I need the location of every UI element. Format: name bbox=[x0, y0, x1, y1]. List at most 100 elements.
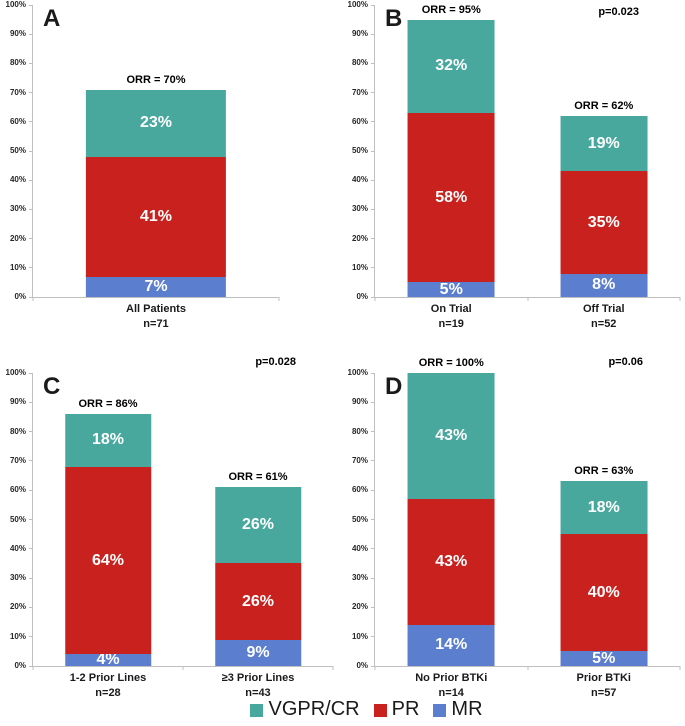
p-value-label: p=0.028 bbox=[255, 356, 296, 368]
plot-area: D 0% 10% 20% 30% 40% 50% 60% 70% 80% 90% 100% 14% 4… bbox=[348, 357, 681, 699]
y-tick-mark bbox=[371, 636, 375, 638]
y-tick-mark bbox=[371, 431, 375, 433]
y-tick-mark bbox=[29, 62, 33, 64]
panel-A: A 0% 10% 20% 30% 40% 50% 60% 70% 80% 90% 100% 7% 41… bbox=[0, 0, 342, 338]
y-tick-label: 90% bbox=[9, 29, 26, 39]
legend-label: VGPR/CR bbox=[268, 698, 360, 720]
bars-container: 7% 41% 23% ORR = 70% bbox=[33, 5, 279, 297]
orr-label: ORR = 61% bbox=[228, 471, 288, 484]
y-tick-label: 70% bbox=[9, 87, 26, 97]
bar-segment-value: 32% bbox=[435, 57, 468, 75]
y-tick-label: 70% bbox=[351, 87, 368, 97]
x-tick-mark bbox=[32, 297, 34, 301]
x-tick-mark bbox=[679, 666, 681, 670]
y-tick-label: 20% bbox=[9, 602, 26, 612]
bar-segment-vgpr-cr: 43% bbox=[407, 373, 495, 499]
category-label: On Trial bbox=[430, 303, 472, 315]
bar-segment-vgpr-cr: 18% bbox=[560, 481, 648, 535]
bar-segment-value: 4% bbox=[96, 651, 120, 669]
x-axis-labels: All Patients n=71 bbox=[33, 302, 279, 332]
bar-segment-mr: 9% bbox=[215, 639, 301, 666]
x-tick-mark bbox=[679, 297, 681, 301]
y-tick-label: 40% bbox=[351, 175, 368, 185]
bar-segment-mr: 5% bbox=[407, 280, 495, 298]
p-value-label: p=0.023 bbox=[598, 6, 639, 18]
y-tick-mark bbox=[371, 150, 375, 152]
y-tick-label: 20% bbox=[351, 233, 368, 243]
y-tick-label: 60% bbox=[9, 485, 26, 495]
bar-segment-value: 64% bbox=[91, 551, 125, 569]
y-tick-mark bbox=[29, 372, 33, 374]
n-label: n=19 bbox=[438, 318, 464, 330]
y-tick-label: 30% bbox=[351, 204, 368, 214]
bar-stack: 4% 64% 18% bbox=[65, 373, 151, 669]
bar-segment-value: 40% bbox=[587, 583, 620, 601]
y-tick-mark bbox=[29, 238, 33, 240]
y-tick-mark bbox=[371, 238, 375, 240]
y-tick-mark bbox=[29, 401, 33, 403]
bars-container: 5% 58% 32% ORR = 95% 8% 35% 19% ORR = 62% bbox=[375, 4, 681, 298]
bar-segment-value: 19% bbox=[587, 134, 620, 152]
y-tick-label: 30% bbox=[9, 204, 26, 214]
legend-swatch-mr bbox=[433, 703, 447, 717]
bar-segment-pr: 64% bbox=[65, 466, 151, 655]
y-tick-mark bbox=[29, 577, 33, 579]
y-tick-label: 60% bbox=[351, 116, 368, 126]
bar-segment-value: 7% bbox=[144, 277, 168, 295]
bar-segment-value: 14% bbox=[435, 636, 468, 654]
y-tick-label: 80% bbox=[9, 58, 26, 68]
bar-segment-vgpr-cr: 23% bbox=[85, 89, 227, 157]
x-axis-category: On Trial n=19 bbox=[375, 302, 528, 332]
legend: VGPR/CR PR MR bbox=[24, 696, 685, 722]
panel-letter: A bbox=[43, 5, 61, 32]
y-tick-label: 0% bbox=[14, 661, 26, 670]
bar-segment-pr: 58% bbox=[407, 113, 495, 283]
y-tick-label: 20% bbox=[351, 602, 368, 612]
x-tick-mark bbox=[527, 666, 528, 670]
bar-segment-mr: 4% bbox=[65, 651, 151, 669]
y-tick-mark bbox=[371, 372, 375, 374]
y-tick-mark bbox=[371, 62, 375, 64]
x-tick-mark bbox=[278, 297, 280, 301]
bar-segment-vgpr-cr: 19% bbox=[560, 115, 648, 172]
bar-segment-pr: 40% bbox=[560, 534, 648, 652]
y-tick-mark bbox=[29, 431, 33, 433]
bar-slot: 8% 35% 19% ORR = 62% bbox=[528, 5, 681, 297]
x-axis-category: All Patients n=71 bbox=[33, 302, 279, 332]
bar-slot: 4% 64% 18% ORR = 86% bbox=[33, 373, 183, 669]
y-tick-label: 10% bbox=[9, 631, 26, 641]
bar-slot: 5% 58% 32% ORR = 95% bbox=[375, 4, 528, 298]
bar-segment-value: 5% bbox=[439, 280, 463, 298]
bar-slot: 5% 40% 18% ORR = 63% bbox=[528, 373, 681, 666]
n-label: n=14 bbox=[438, 687, 464, 699]
legend-label: MR bbox=[451, 698, 483, 720]
panel-letter: C bbox=[43, 373, 61, 400]
y-tick-label: 60% bbox=[351, 485, 368, 495]
y-tick-mark bbox=[29, 92, 33, 94]
y-tick-mark bbox=[29, 665, 33, 667]
x-tick-mark bbox=[374, 297, 376, 301]
y-tick-mark bbox=[371, 296, 375, 298]
bar-segment-mr: 8% bbox=[560, 273, 648, 297]
y-tick-mark bbox=[371, 548, 375, 550]
y-tick-label: 40% bbox=[9, 175, 26, 185]
n-label: n=52 bbox=[591, 318, 617, 330]
y-tick-mark bbox=[29, 519, 33, 520]
bar-stack: 9% 26% 26% bbox=[215, 373, 301, 666]
y-tick-mark bbox=[29, 121, 33, 123]
n-label: n=28 bbox=[95, 687, 121, 699]
x-axis-category: No Prior BTKi n=14 bbox=[375, 671, 528, 701]
x-tick-mark bbox=[374, 666, 376, 670]
bar-segment-mr: 7% bbox=[85, 276, 227, 297]
y-tick-label: 10% bbox=[351, 631, 368, 641]
y-tick-label: 50% bbox=[9, 514, 26, 524]
bar-stack: 7% 41% 23% bbox=[85, 5, 227, 297]
plot-area: C 0% 10% 20% 30% 40% 50% 60% 70% 80% 90% 100% 4% 64… bbox=[6, 368, 334, 699]
legend-label: PR bbox=[391, 698, 420, 720]
p-value-label: p=0.06 bbox=[608, 356, 643, 368]
y-tick-mark bbox=[371, 267, 375, 269]
bar-slot: 7% 41% 23% ORR = 70% bbox=[33, 5, 279, 297]
category-label: Off Trial bbox=[582, 303, 625, 315]
y-tick-mark bbox=[29, 33, 33, 35]
legend-item-vgpr-cr: VGPR/CR bbox=[250, 698, 360, 720]
